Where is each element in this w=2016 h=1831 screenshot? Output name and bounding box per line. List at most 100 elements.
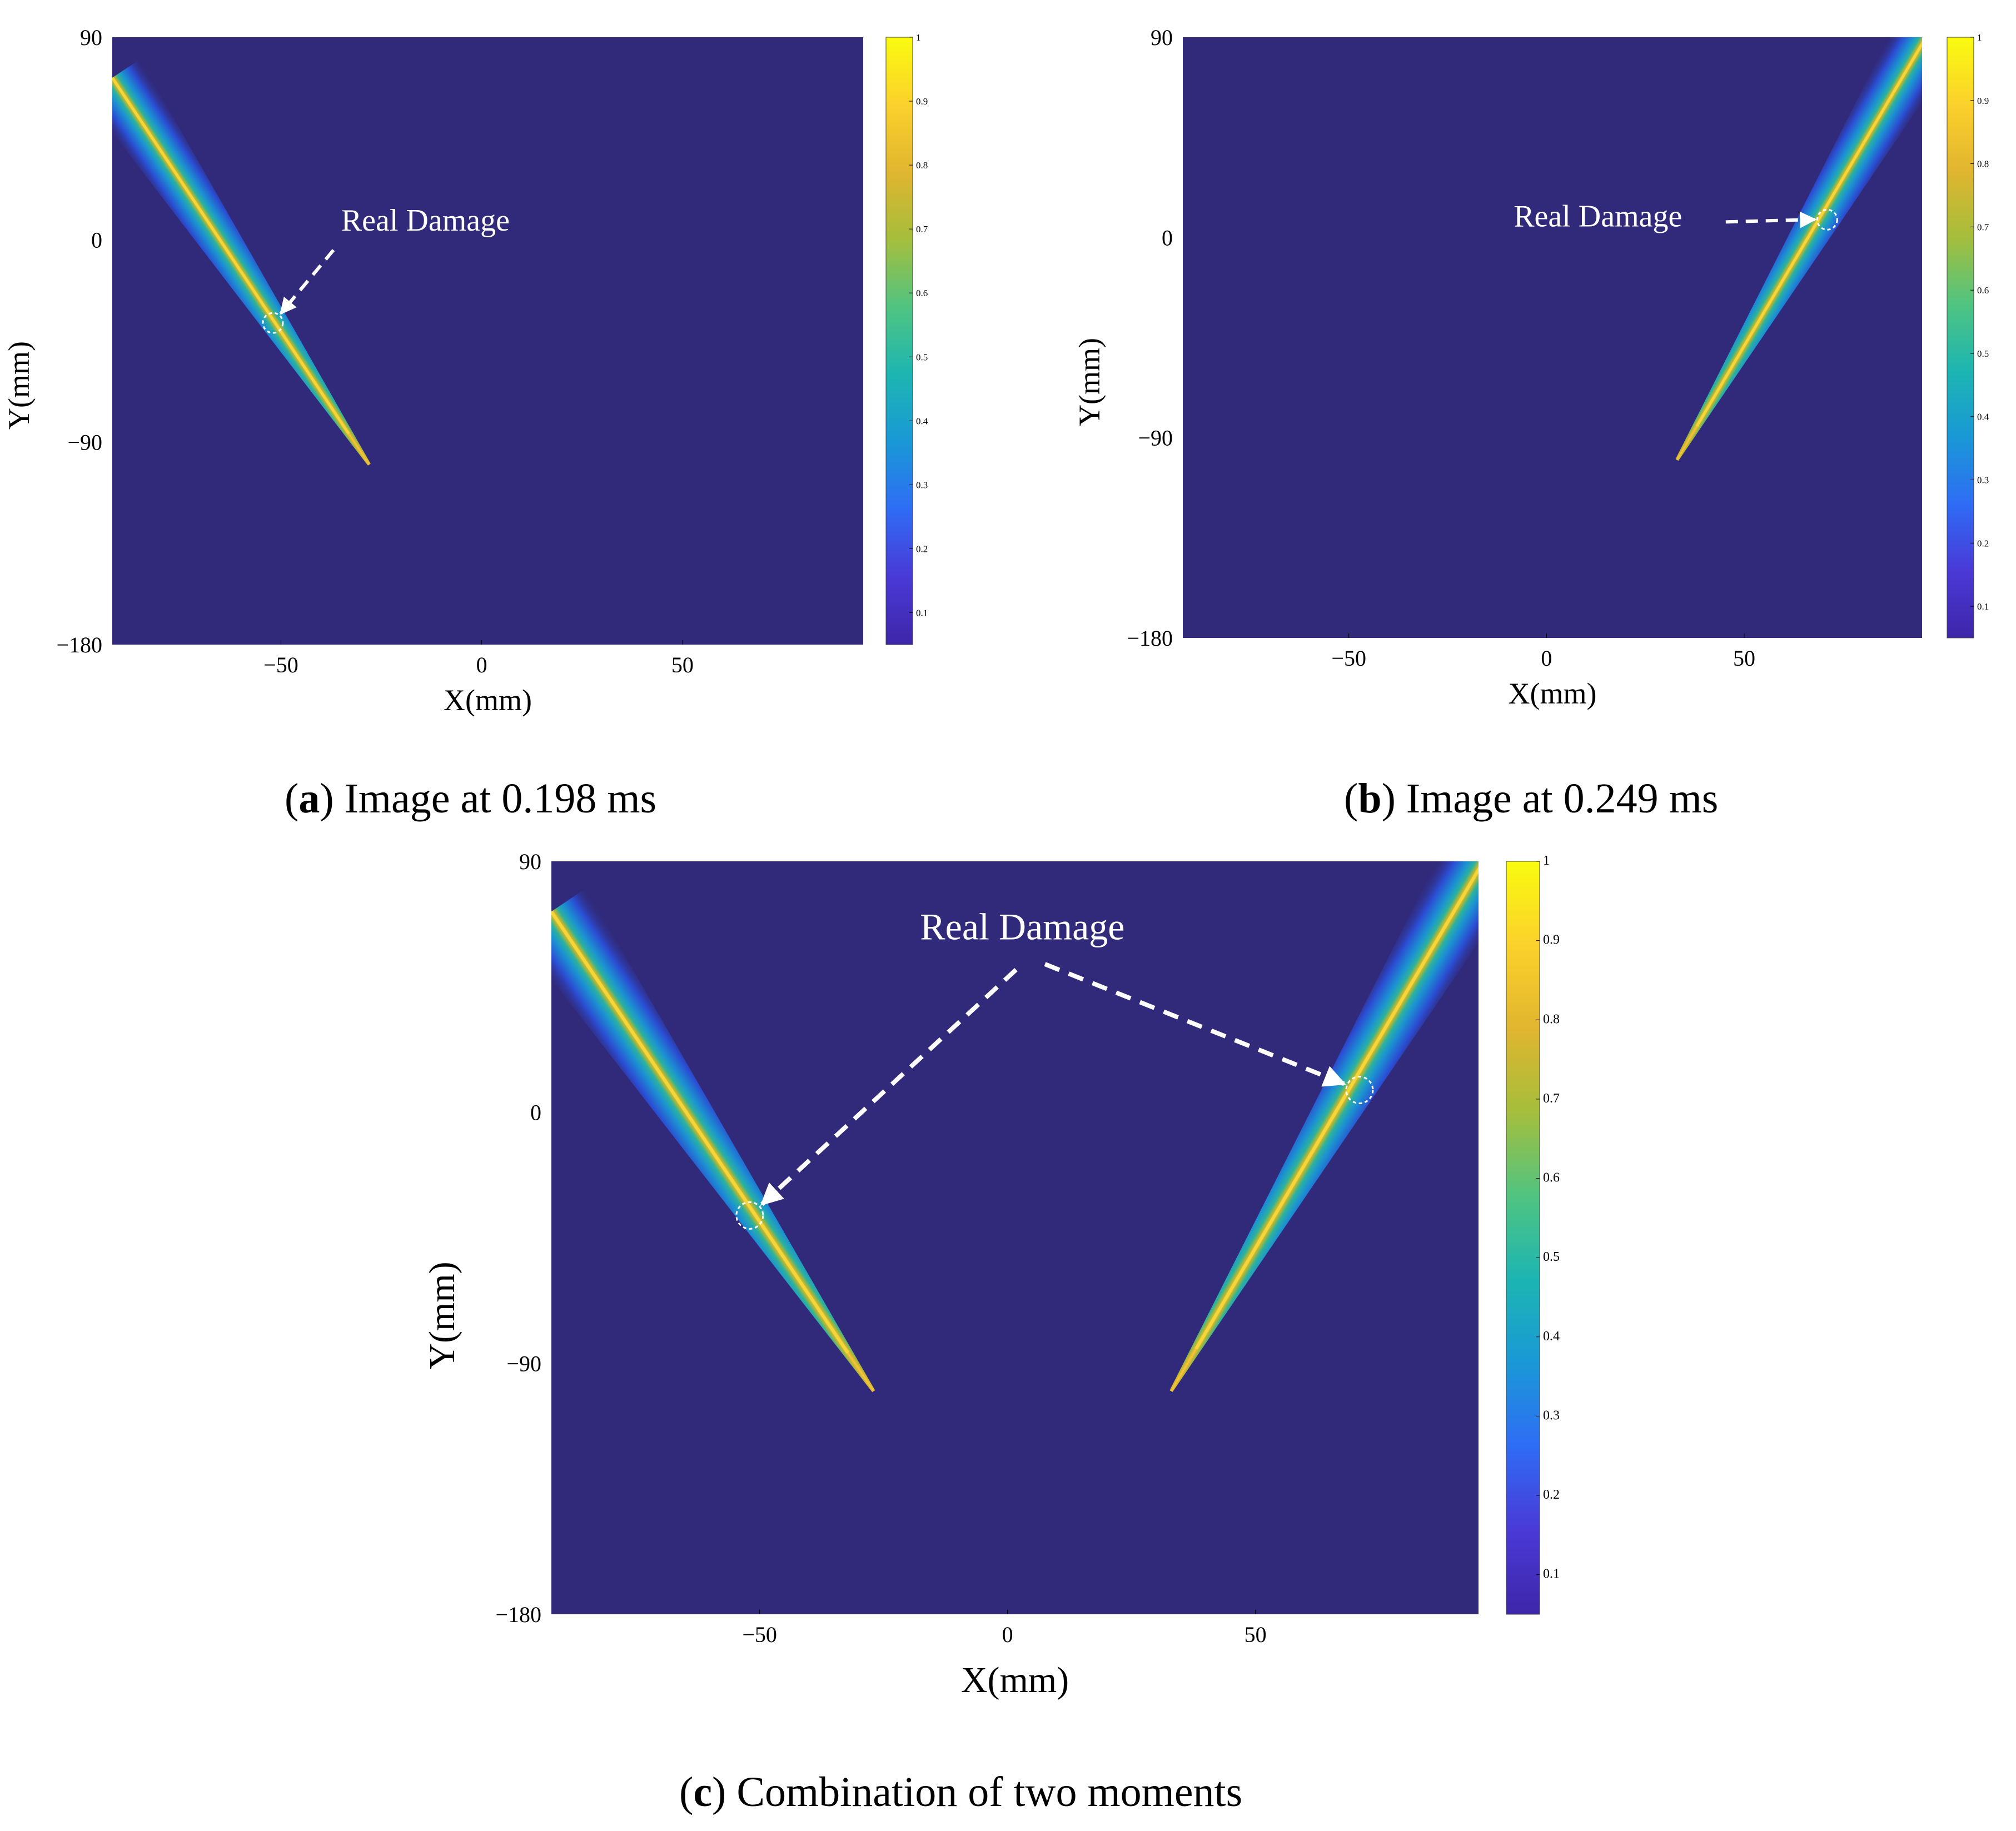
colorbar-tick-label: 1 [1543, 854, 1550, 868]
damage-marker [735, 1201, 764, 1230]
band-ridge [551, 910, 849, 1354]
y-tick-label: −90 [67, 430, 102, 455]
panel-b: Real Damage −50 0 50 90 0 −90 −180 X(mm) Y(mm) 0.1… [1073, 25, 1989, 822]
colorbar-tick-label: 0.9 [1543, 933, 1560, 947]
colorbar-bar [885, 37, 913, 645]
band-shape [112, 59, 371, 466]
band-ridge [1194, 861, 1479, 1350]
imaging-band [1675, 37, 1922, 461]
y-tick-label: −90 [1138, 426, 1173, 451]
panel-a: Real Damage −50 0 50 90 0 −90 −180 X(mm) Y(mm) 0.1… [2, 25, 928, 822]
x-axis-label: X(mm) [961, 1660, 1069, 1700]
colorbar-tick-label: 0.7 [1977, 222, 1989, 232]
imaging-band [551, 888, 875, 1393]
damage-arrow [1044, 962, 1346, 1087]
y-axis-label: Y(mm) [422, 1261, 462, 1369]
imaging-band [112, 59, 371, 466]
y-tick-label: 90 [80, 25, 102, 50]
colorbar: 0.1 0.2 0.3 0.4 0.5 0.6 0.7 0.8 0.9 1 [1506, 854, 1560, 1615]
damage-marker [262, 312, 284, 334]
colorbar-tick-label: 0.5 [1543, 1250, 1560, 1264]
caption-open-paren: ( [1344, 775, 1358, 822]
plot-area [551, 861, 1479, 1614]
x-tick-label: −50 [1331, 646, 1366, 671]
colorbar-tick-label: 0.8 [1977, 159, 1989, 169]
band-layer [1675, 37, 1922, 461]
colorbar-tick-label: 0.5 [1977, 348, 1989, 359]
band-shape [1675, 37, 1922, 461]
x-tick-label: 50 [1733, 646, 1755, 671]
panel-caption: (b) Image at 0.249 ms [1344, 775, 1718, 822]
real-damage-label: Real Damage [920, 906, 1124, 948]
colorbar-tick-label: 0.9 [1977, 96, 1989, 106]
colorbar-tick-label: 0.9 [916, 96, 928, 107]
band-shape [551, 888, 875, 1393]
x-axis-label: X(mm) [444, 683, 532, 717]
colorbar: 0.1 0.2 0.3 0.4 0.5 0.6 0.7 0.8 0.9 1 [1947, 32, 1989, 638]
plot-area [1183, 37, 1922, 638]
x-axis-label: X(mm) [1509, 677, 1597, 710]
damage-arrow [1725, 211, 1817, 228]
colorbar-tick-label: 0.3 [1977, 475, 1989, 486]
x-tick-label: 0 [476, 652, 487, 677]
colorbar-tick-label: 0.7 [916, 224, 928, 235]
caption-open-paren: ( [679, 1769, 693, 1815]
damage-arrow [760, 968, 1018, 1206]
y-tick-label: −180 [1127, 626, 1173, 651]
y-tick-label: 0 [1162, 225, 1173, 250]
colorbar-tick-label: 0.1 [916, 607, 928, 618]
panel-c: Real Damage −50 0 50 90 0 −90 −180 X(mm) Y(mm) 0.1… [422, 849, 1560, 1815]
colorbar-tick-label: 0.4 [916, 416, 928, 426]
x-tick-label: −50 [742, 1622, 777, 1647]
imaging-band [1169, 861, 1479, 1393]
y-tick-label: −90 [506, 1351, 541, 1376]
caption-text: ) Image at 0.249 ms [1382, 775, 1719, 822]
caption-letter: a [298, 775, 320, 822]
colorbar-tick-label: 0.8 [1543, 1012, 1560, 1026]
y-axis-label: Y(mm) [1073, 338, 1106, 426]
colorbar-bar [1506, 861, 1540, 1615]
colorbar-tick-label: 0.7 [1543, 1091, 1560, 1106]
band-ridge [112, 77, 350, 435]
colorbar-tick-label: 0.3 [1543, 1408, 1560, 1423]
y-tick-label: 90 [519, 849, 541, 874]
colorbar-tick-label: 0.2 [916, 543, 928, 554]
caption-text: ) Combination of two moments [712, 1769, 1242, 1815]
colorbar-tick-label: 1 [1977, 32, 1982, 43]
damage-marker [1345, 1076, 1374, 1105]
x-tick-label: 0 [1002, 1622, 1013, 1647]
colorbar-tick-label: 1 [916, 32, 921, 43]
colorbar-tick-label: 0.8 [916, 160, 928, 171]
colorbar-tick-label: 0.5 [916, 352, 928, 362]
real-damage-label: Real Damage [341, 203, 510, 238]
colorbar-tick-label: 0.2 [1977, 538, 1989, 548]
caption-letter: b [1358, 775, 1381, 822]
band-layer [112, 59, 371, 466]
x-tick-label: 50 [671, 652, 694, 677]
colorbar-tick-label: 0.6 [1977, 285, 1989, 296]
colorbar: 0.1 0.2 0.3 0.4 0.5 0.6 0.7 0.8 0.9 1 [885, 32, 928, 645]
caption-letter: c [693, 1769, 712, 1815]
y-tick-label: −180 [56, 632, 102, 657]
band-shape [1169, 861, 1479, 1393]
band-ridge [1695, 37, 1922, 427]
colorbar-tick-label: 0.3 [916, 480, 928, 490]
y-tick-label: 0 [530, 1100, 541, 1125]
plot-area [112, 37, 863, 645]
y-tick-label: −180 [495, 1602, 541, 1627]
band-layer [551, 861, 1479, 1393]
colorbar-tick-label: 0.4 [1543, 1329, 1560, 1344]
damage-arrow [279, 249, 335, 315]
caption-text: ) Image at 0.198 ms [320, 775, 656, 822]
x-tick-label: 0 [1541, 646, 1552, 671]
colorbar-tick-label: 0.2 [1543, 1488, 1560, 1502]
y-tick-label: 90 [1151, 25, 1173, 50]
colorbar-tick-label: 0.1 [1543, 1567, 1560, 1581]
colorbar-bar [1947, 37, 1974, 638]
x-tick-label: −50 [263, 652, 298, 677]
y-axis-label: Y(mm) [2, 341, 36, 430]
panel-caption: (c) Combination of two moments [679, 1769, 1242, 1815]
colorbar-tick-label: 0.6 [1543, 1171, 1560, 1185]
caption-open-paren: ( [285, 775, 298, 822]
y-tick-label: 0 [91, 227, 102, 252]
